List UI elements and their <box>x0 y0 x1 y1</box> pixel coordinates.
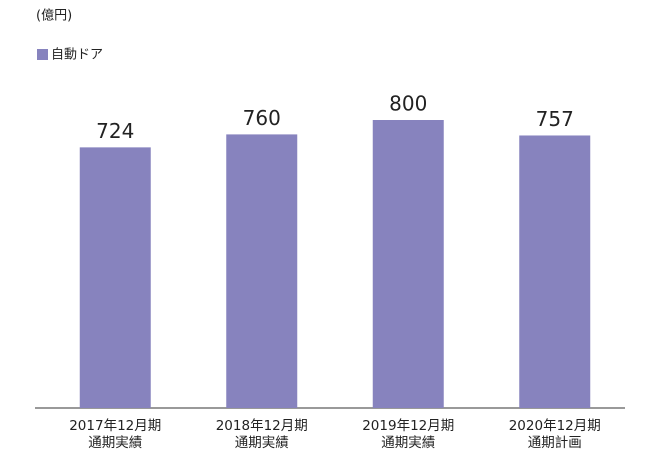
bar <box>226 134 298 408</box>
legend-label: 自動ドア <box>51 48 103 63</box>
x-tick-label: 2018年12月期 通期実績 <box>215 418 308 451</box>
data-label: 760 <box>243 106 281 130</box>
bar <box>372 120 444 408</box>
bar <box>519 135 591 409</box>
bar <box>79 147 151 409</box>
x-tick-label: 2017年12月期 通期実績 <box>69 418 162 451</box>
unit-label: (億円) <box>36 8 72 24</box>
x-tick-label: 2019年12月期 通期実績 <box>362 418 455 451</box>
data-label: 724 <box>96 119 134 143</box>
data-label: 800 <box>389 92 427 116</box>
x-tick-label: 2020年12月期 通期計画 <box>508 418 601 451</box>
data-label: 757 <box>536 107 574 131</box>
legend-swatch <box>37 49 48 60</box>
